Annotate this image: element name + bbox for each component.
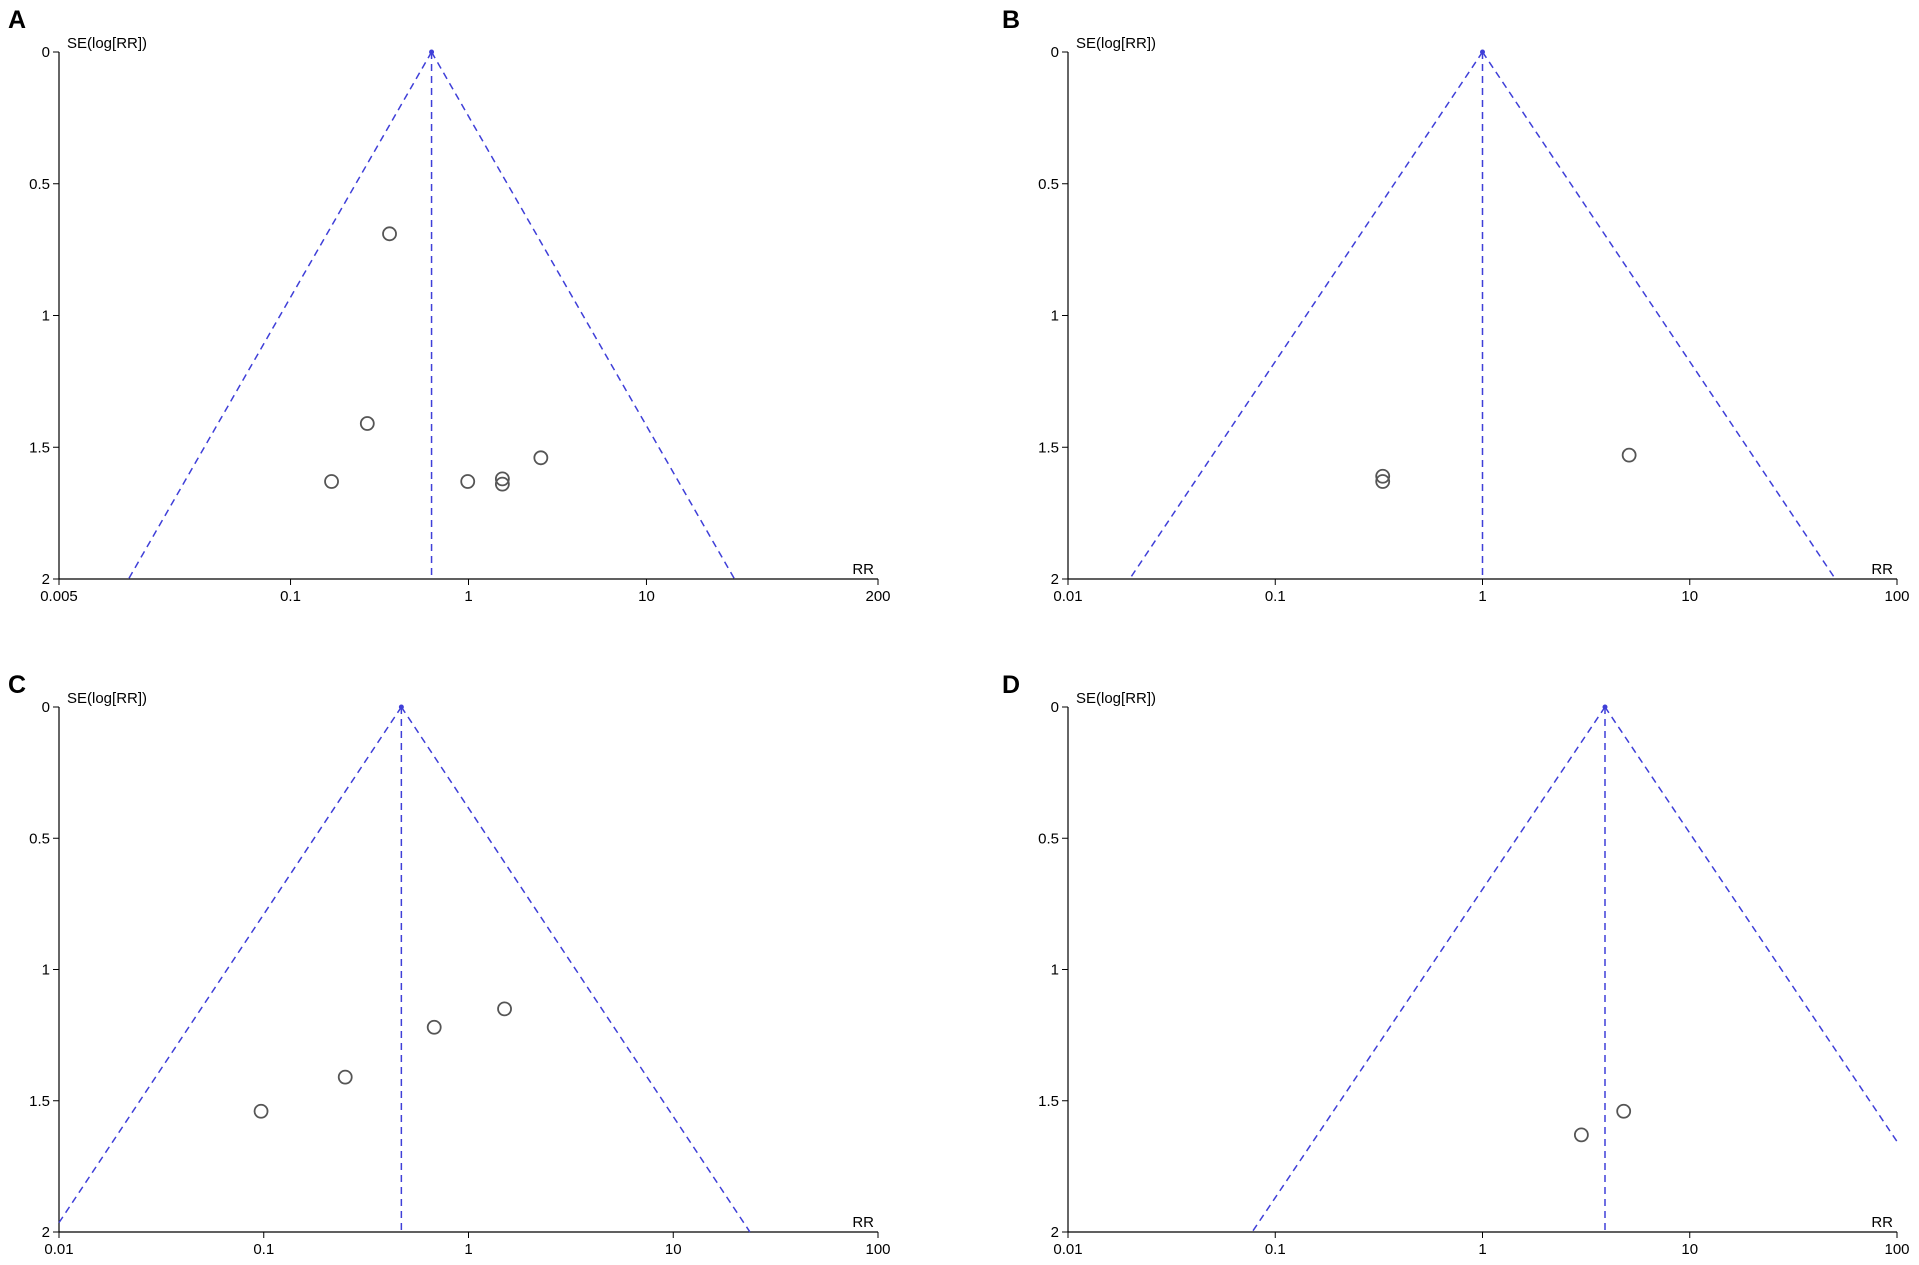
funnel-left-limit xyxy=(58,706,402,1224)
y-tick-label: 2 xyxy=(1051,571,1059,588)
funnel-apex xyxy=(1480,49,1485,55)
y-tick-label: 0.5 xyxy=(1038,830,1059,847)
y-axis-title: SE(log[RR]) xyxy=(1076,35,1156,52)
panel-letter: C xyxy=(8,671,26,699)
x-tick-label: 0.1 xyxy=(253,1241,274,1258)
study-point xyxy=(494,476,510,492)
funnel-right-limit xyxy=(1481,51,1836,580)
panel-b: B 0 0.5 1 1.5 20.01 0.1 1 10 100 SE(log[RR]) RR xyxy=(1002,6,1910,605)
x-tick-label: 0.005 xyxy=(40,588,78,605)
study-point xyxy=(253,1103,269,1119)
x-tick-label: 1 xyxy=(464,1241,472,1258)
y-tick-label: 2 xyxy=(1051,1224,1059,1241)
x-axis-title: RR xyxy=(1871,561,1893,578)
y-tick-label: 2 xyxy=(42,571,50,588)
panel-letter: B xyxy=(1002,6,1020,34)
study-point xyxy=(324,474,339,489)
x-axis-title: RR xyxy=(852,561,874,578)
x-tick-label: 200 xyxy=(865,588,890,605)
x-tick-label: 10 xyxy=(665,1241,682,1258)
y-tick-label: 1.5 xyxy=(1038,439,1059,456)
funnel-apex xyxy=(1602,704,1608,710)
panel-a: A0 0.5 1 1.5 20.005 0.1 1 10 200 SE(log[RR]) RR xyxy=(8,6,891,605)
y-tick-label: 1.5 xyxy=(1038,1093,1059,1110)
y-tick-label: 2 xyxy=(42,1224,50,1241)
x-tick-label: 1 xyxy=(1478,1241,1486,1258)
panel-c: C0 0.5 1 1.5 20.01 0.1 1 10 100 SE(log[RR]) RR xyxy=(8,671,891,1258)
x-tick-label: 100 xyxy=(865,1241,890,1258)
y-tick-label: 0 xyxy=(1051,699,1059,716)
x-tick-label: 1 xyxy=(464,588,472,605)
x-tick-label: 0.1 xyxy=(280,588,301,605)
x-axis-title: RR xyxy=(1871,1214,1893,1231)
funnel-apex xyxy=(429,49,435,55)
x-tick-label: 10 xyxy=(1681,1241,1698,1258)
panel-d: D 0 0.5 1 1.5 20.01 0.1 1 10 100 SE(log[RR]) RR xyxy=(1002,671,1910,1258)
y-tick-label: 0 xyxy=(42,44,50,61)
study-point xyxy=(497,1001,512,1017)
x-tick-label: 10 xyxy=(638,588,655,605)
y-tick-label: 1 xyxy=(42,308,50,325)
x-tick-label: 0.01 xyxy=(1053,1241,1082,1258)
y-tick-label: 1.5 xyxy=(29,1093,50,1110)
study-point xyxy=(1375,468,1391,484)
x-tick-label: 10 xyxy=(1681,588,1698,605)
funnel-right-limit xyxy=(430,51,736,580)
study-point xyxy=(1375,474,1391,489)
y-tick-label: 1 xyxy=(1051,962,1059,979)
funnel-left-limit xyxy=(1251,706,1606,1233)
x-tick-label: 1 xyxy=(1478,588,1486,605)
x-tick-label: 0.1 xyxy=(1265,588,1286,605)
funnel-right-limit xyxy=(1604,706,1898,1142)
x-tick-label: 100 xyxy=(1884,1241,1909,1258)
funnel-right-limit xyxy=(400,706,751,1233)
y-tick-label: 1 xyxy=(42,962,50,979)
y-axis-title: SE(log[RR]) xyxy=(1076,690,1156,707)
y-tick-label: 1 xyxy=(1051,308,1059,325)
y-tick-label: 1.5 xyxy=(29,439,50,456)
study-point xyxy=(426,1019,442,1035)
x-tick-label: 0.01 xyxy=(1053,588,1082,605)
x-axis-title: RR xyxy=(852,1214,874,1231)
panel-letter: A xyxy=(8,6,26,34)
study-point xyxy=(494,471,510,487)
funnel-apex xyxy=(398,704,404,710)
study-point xyxy=(1573,1127,1589,1143)
study-point xyxy=(337,1069,353,1085)
funnel-left-limit xyxy=(1129,51,1484,580)
study-point xyxy=(359,416,375,431)
study-point xyxy=(533,450,549,466)
y-tick-label: 0 xyxy=(42,699,50,716)
study-point xyxy=(1616,1103,1632,1119)
x-tick-label: 100 xyxy=(1884,588,1909,605)
y-tick-label: 0 xyxy=(1051,44,1059,61)
y-axis-title: SE(log[RR]) xyxy=(67,690,147,707)
y-axis-title: SE(log[RR]) xyxy=(67,35,147,52)
study-point xyxy=(460,474,476,489)
study-point xyxy=(1621,447,1637,463)
y-tick-label: 0.5 xyxy=(29,176,50,193)
x-tick-label: 0.1 xyxy=(1265,1241,1286,1258)
x-tick-label: 0.01 xyxy=(44,1241,73,1258)
study-point xyxy=(382,226,397,242)
y-tick-label: 0.5 xyxy=(29,830,50,847)
funnel-left-limit xyxy=(127,51,433,580)
panel-letter: D xyxy=(1002,671,1020,699)
y-tick-label: 0.5 xyxy=(1038,176,1059,193)
